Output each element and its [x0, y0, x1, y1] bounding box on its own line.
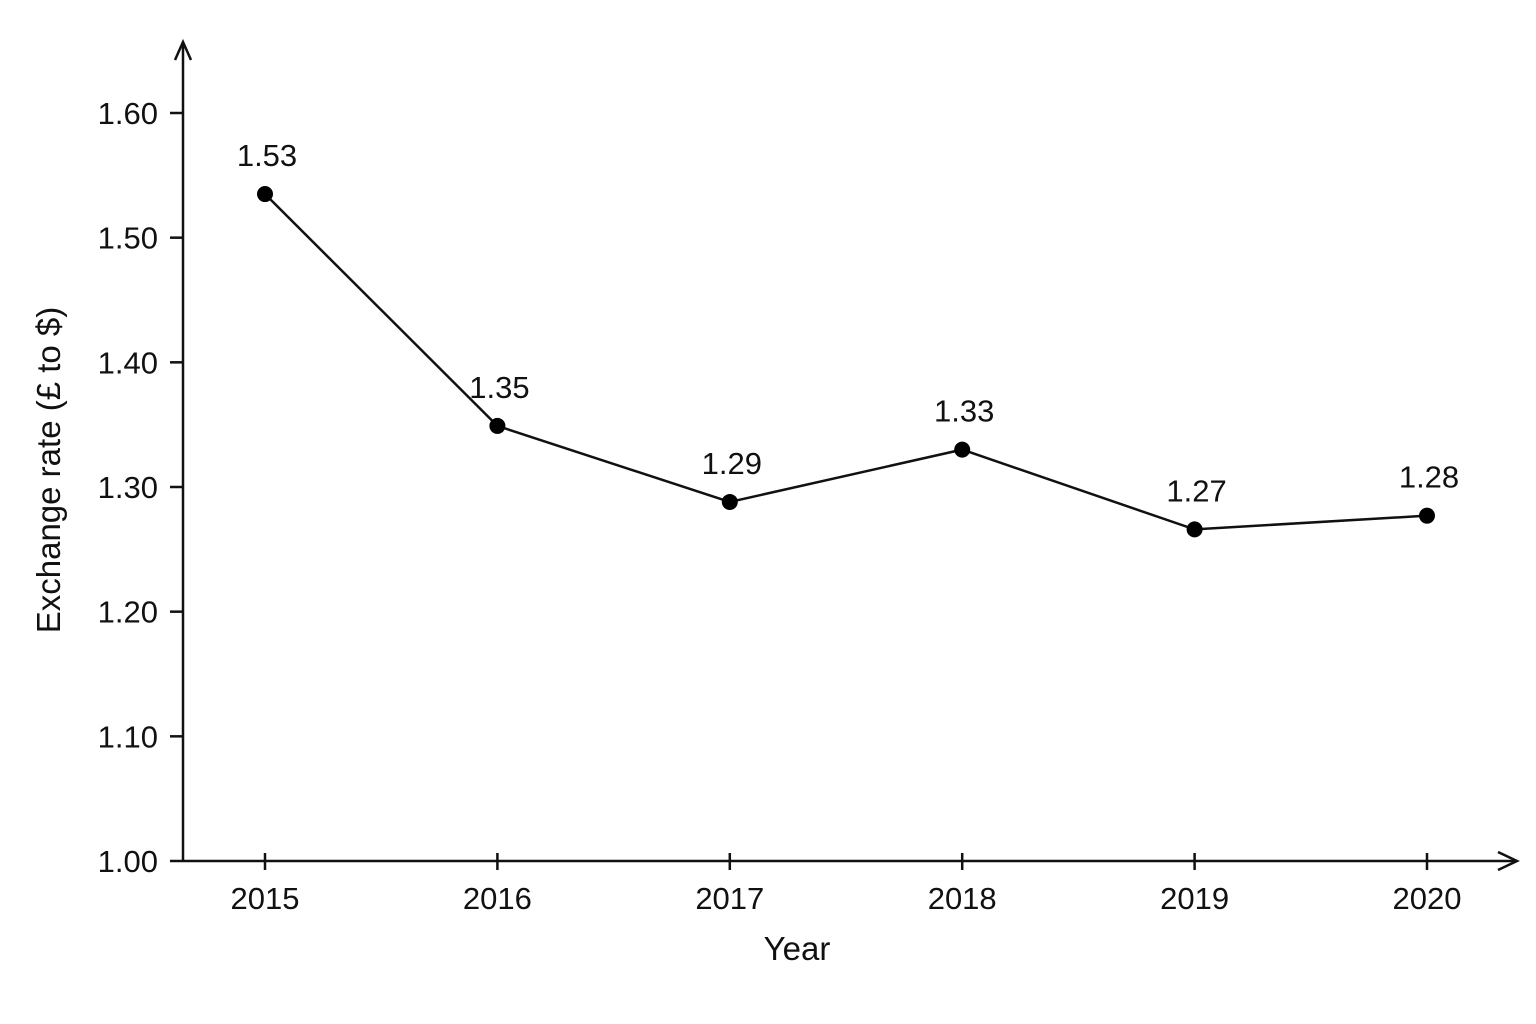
data-point — [1186, 521, 1203, 538]
axes — [173, 38, 1520, 872]
data-label: 1.33 — [934, 394, 994, 429]
data-label: 1.29 — [702, 446, 762, 481]
x-tick-label: 2020 — [1393, 881, 1462, 916]
data-point — [1419, 507, 1435, 524]
y-tick-label: 1.00 — [98, 844, 158, 879]
y-tick-label: 1.60 — [98, 96, 158, 131]
y-tick-label: 1.40 — [98, 345, 158, 380]
x-tick-label: 2016 — [463, 881, 532, 916]
y-ticks: 1.00 1.10 1.20 1.30 1.40 1.50 1.60 — [98, 96, 183, 879]
series — [257, 186, 1435, 538]
data-point — [954, 441, 971, 458]
data-label: 1.28 — [1399, 460, 1459, 495]
x-tick-label: 2018 — [928, 881, 997, 916]
data-label: 1.35 — [469, 370, 529, 405]
data-label: 1.53 — [237, 138, 297, 173]
data-point — [721, 493, 738, 510]
y-axis-arrow — [173, 38, 193, 61]
data-point — [257, 186, 273, 203]
x-tick-label: 2015 — [231, 881, 300, 916]
y-tick-label: 1.50 — [98, 221, 158, 256]
x-tick-label: 2017 — [695, 881, 764, 916]
x-ticks: 2015 2016 2017 2018 2019 2020 — [231, 853, 1462, 916]
data-point — [489, 417, 506, 434]
y-axis-title: Exchange rate (£ to $) — [30, 307, 67, 634]
data-labels: 1.53 1.35 1.29 1.33 1.27 1.28 — [237, 138, 1459, 508]
y-tick-label: 1.30 — [98, 470, 158, 505]
series-line — [264, 193, 1428, 531]
x-axis-title: Year — [764, 930, 831, 967]
y-tick-label: 1.10 — [98, 719, 158, 754]
data-label: 1.27 — [1166, 473, 1226, 508]
x-axis-arrow — [1497, 850, 1520, 872]
y-tick-label: 1.20 — [98, 595, 158, 630]
x-tick-label: 2019 — [1160, 881, 1229, 916]
